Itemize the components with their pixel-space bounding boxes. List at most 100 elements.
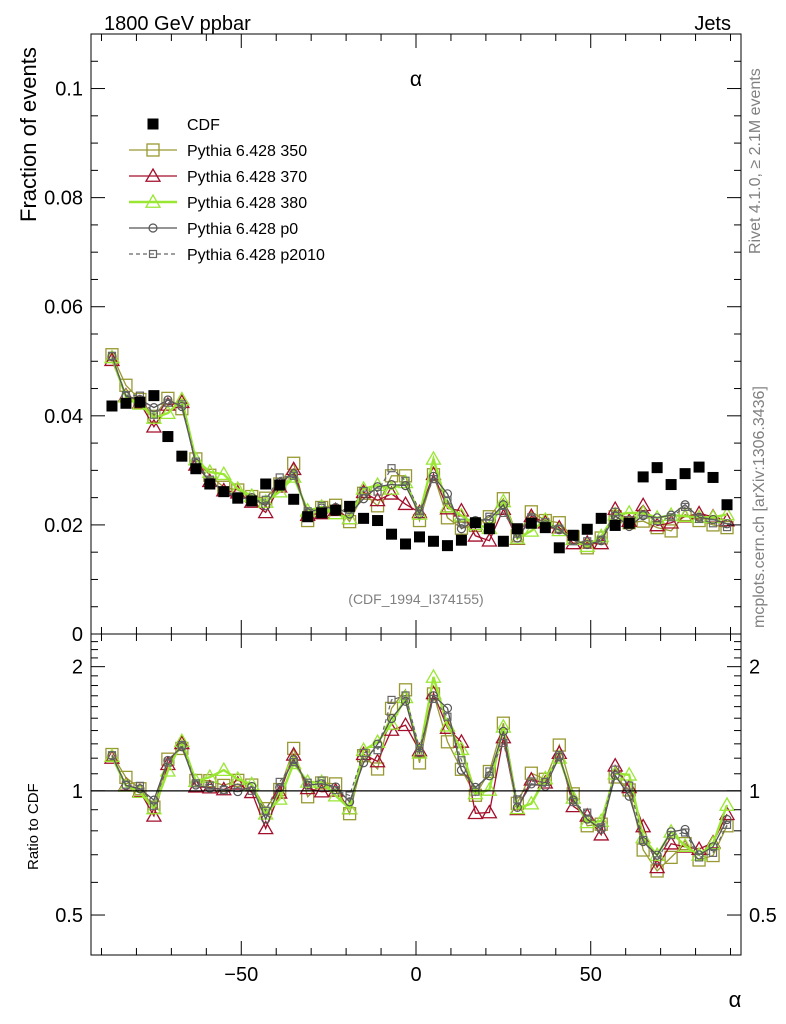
point-pythia-6-428-370 bbox=[257, 504, 274, 519]
point-cdf bbox=[665, 479, 677, 491]
point-pythia-6-428-380 bbox=[523, 522, 540, 537]
point-pythia-6-428-p2010 bbox=[107, 351, 117, 360]
point-pythia-6-428-350 bbox=[454, 521, 469, 535]
point-pythia-6-428-p0 bbox=[261, 501, 271, 511]
legend-marker bbox=[146, 143, 160, 157]
point-pythia-6-428-380 bbox=[453, 507, 470, 522]
ratio-y-tick-label-right: 2 bbox=[749, 657, 760, 679]
main-axes: 0 0.02 0.04 0.06 0.08 0.1 bbox=[44, 33, 741, 646]
point-pythia-6-428-p2010 bbox=[680, 502, 690, 512]
legend-label: CDF bbox=[187, 117, 220, 134]
ratio-point-pythia-6-428-350 bbox=[482, 764, 497, 779]
ratio-point-pythia-6-428-380 bbox=[523, 795, 540, 810]
ratio-point-pythia-6-428-p2010 bbox=[177, 740, 186, 750]
ratio-point-pythia-6-428-p2010 bbox=[289, 757, 298, 767]
ratio-point-pythia-6-428-p0 bbox=[456, 765, 467, 775]
ratio-point-pythia-6-428-p2010 bbox=[471, 787, 480, 796]
point-pythia-6-428-p2010 bbox=[597, 535, 606, 544]
x-axis-label: α bbox=[729, 987, 742, 1012]
point-pythia-6-428-p2010 bbox=[694, 514, 704, 524]
ratio-point-pythia-6-428-p2010 bbox=[443, 712, 452, 721]
ratio-point-pythia-6-428-p2010 bbox=[205, 781, 214, 790]
point-pythia-6-428-370 bbox=[369, 492, 386, 507]
ratio-y-tick-label: 2 bbox=[72, 657, 83, 679]
point-cdf bbox=[330, 504, 342, 516]
legend-label: Pythia 6.428 350 bbox=[187, 143, 307, 160]
ratio-point-pythia-6-428-p2010 bbox=[233, 783, 242, 793]
point-pythia-6-428-p2010 bbox=[289, 471, 298, 480]
point-cdf bbox=[455, 534, 467, 546]
ratio-point-pythia-6-428-p2010 bbox=[163, 758, 172, 767]
ratio-line-pythia-6-428-p0 bbox=[111, 694, 728, 857]
ratio-point-pythia-6-428-p0 bbox=[582, 814, 592, 824]
point-cdf bbox=[483, 523, 495, 535]
point-cdf bbox=[693, 461, 705, 473]
point-pythia-6-428-p2010 bbox=[429, 474, 438, 484]
ratio-point-pythia-6-428-p2010 bbox=[485, 767, 494, 776]
point-pythia-6-428-p2010 bbox=[653, 516, 662, 526]
point-cdf bbox=[358, 512, 370, 524]
legend-marker bbox=[148, 223, 158, 233]
ratio-point-pythia-6-428-p2010 bbox=[639, 835, 648, 845]
point-cdf bbox=[120, 397, 132, 409]
ratio-point-pythia-6-428-p2010 bbox=[541, 777, 550, 786]
ratio-panel: −50 0 50 0.5 0.5 1 1 2 2 Ratio to CDF α bbox=[25, 633, 777, 1012]
point-pythia-6-428-p2010 bbox=[583, 537, 592, 546]
point-pythia-6-428-380 bbox=[215, 465, 232, 481]
point-cdf bbox=[539, 522, 551, 534]
point-pythia-6-428-370 bbox=[145, 418, 163, 433]
ratio-point-pythia-6-428-350 bbox=[440, 735, 455, 749]
ratio-point-pythia-6-428-380 bbox=[327, 787, 344, 802]
legend-marker bbox=[144, 193, 162, 208]
point-pythia-6-428-350 bbox=[720, 520, 734, 535]
ratio-point-pythia-6-428-p2010 bbox=[569, 797, 578, 807]
point-cdf bbox=[274, 479, 286, 491]
ratio-point-pythia-6-428-p2010 bbox=[513, 795, 522, 804]
ratio-point-pythia-6-428-380 bbox=[676, 837, 694, 852]
ratio-point-pythia-6-428-370 bbox=[481, 804, 498, 819]
ratio-y-axis-label: Ratio to CDF bbox=[25, 783, 42, 870]
ratio-panel-frame bbox=[90, 633, 742, 956]
ratio-point-pythia-6-428-p2010 bbox=[331, 785, 340, 795]
point-pythia-6-428-380 bbox=[159, 404, 177, 419]
ratio-point-pythia-6-428-p2010 bbox=[275, 777, 284, 786]
ratio-point-pythia-6-428-350 bbox=[468, 788, 483, 802]
ratio-point-pythia-6-428-p0 bbox=[386, 713, 397, 724]
ratio-point-pythia-6-428-p2010 bbox=[583, 808, 592, 817]
ratio-y-tick-label-right: 0.5 bbox=[749, 905, 777, 927]
ratio-point-pythia-6-428-380 bbox=[718, 796, 736, 811]
ratio-point-pythia-6-428-370 bbox=[369, 753, 386, 768]
point-pythia-6-428-p2010 bbox=[457, 518, 466, 527]
point-pythia-6-428-p2010 bbox=[499, 508, 508, 518]
point-cdf bbox=[581, 523, 593, 535]
ratio-point-pythia-6-428-p2010 bbox=[597, 823, 606, 832]
point-cdf bbox=[609, 519, 621, 531]
ratio-point-pythia-6-428-p2010 bbox=[611, 765, 620, 774]
ratio-point-pythia-6-428-p2010 bbox=[121, 780, 131, 789]
ratio-point-pythia-6-428-p0 bbox=[275, 782, 285, 793]
ratio-point-pythia-6-428-380 bbox=[215, 761, 232, 777]
point-cdf bbox=[637, 471, 649, 483]
point-pythia-6-428-p2010 bbox=[149, 410, 159, 419]
point-pythia-6-428-p2010 bbox=[667, 513, 676, 522]
y-tick-label: 0.1 bbox=[55, 79, 83, 101]
point-pythia-6-428-p2010 bbox=[401, 476, 410, 485]
legend-label: Pythia 6.428 p2010 bbox=[187, 247, 325, 264]
ratio-point-pythia-6-428-p0 bbox=[345, 797, 355, 807]
ratio-point-pythia-6-428-p0 bbox=[708, 842, 718, 852]
point-cdf bbox=[218, 486, 230, 498]
ratio-point-pythia-6-428-p0 bbox=[261, 814, 271, 824]
main-chart-title: α bbox=[410, 68, 422, 91]
point-pythia-6-428-p0 bbox=[456, 524, 467, 534]
point-cdf bbox=[386, 528, 398, 540]
point-cdf bbox=[413, 531, 425, 543]
y-axis-label: Fraction of events bbox=[16, 47, 41, 222]
point-cdf bbox=[651, 462, 663, 474]
ratio-point-pythia-6-428-370 bbox=[397, 716, 414, 732]
y-tick-label: 0.02 bbox=[44, 515, 83, 537]
ratio-y-tick-label-right: 1 bbox=[749, 781, 760, 803]
ratio-y-tick-label: 0.5 bbox=[55, 905, 83, 927]
point-cdf bbox=[525, 517, 537, 529]
ratio-point-pythia-6-428-380 bbox=[341, 800, 358, 815]
point-cdf bbox=[260, 478, 272, 490]
